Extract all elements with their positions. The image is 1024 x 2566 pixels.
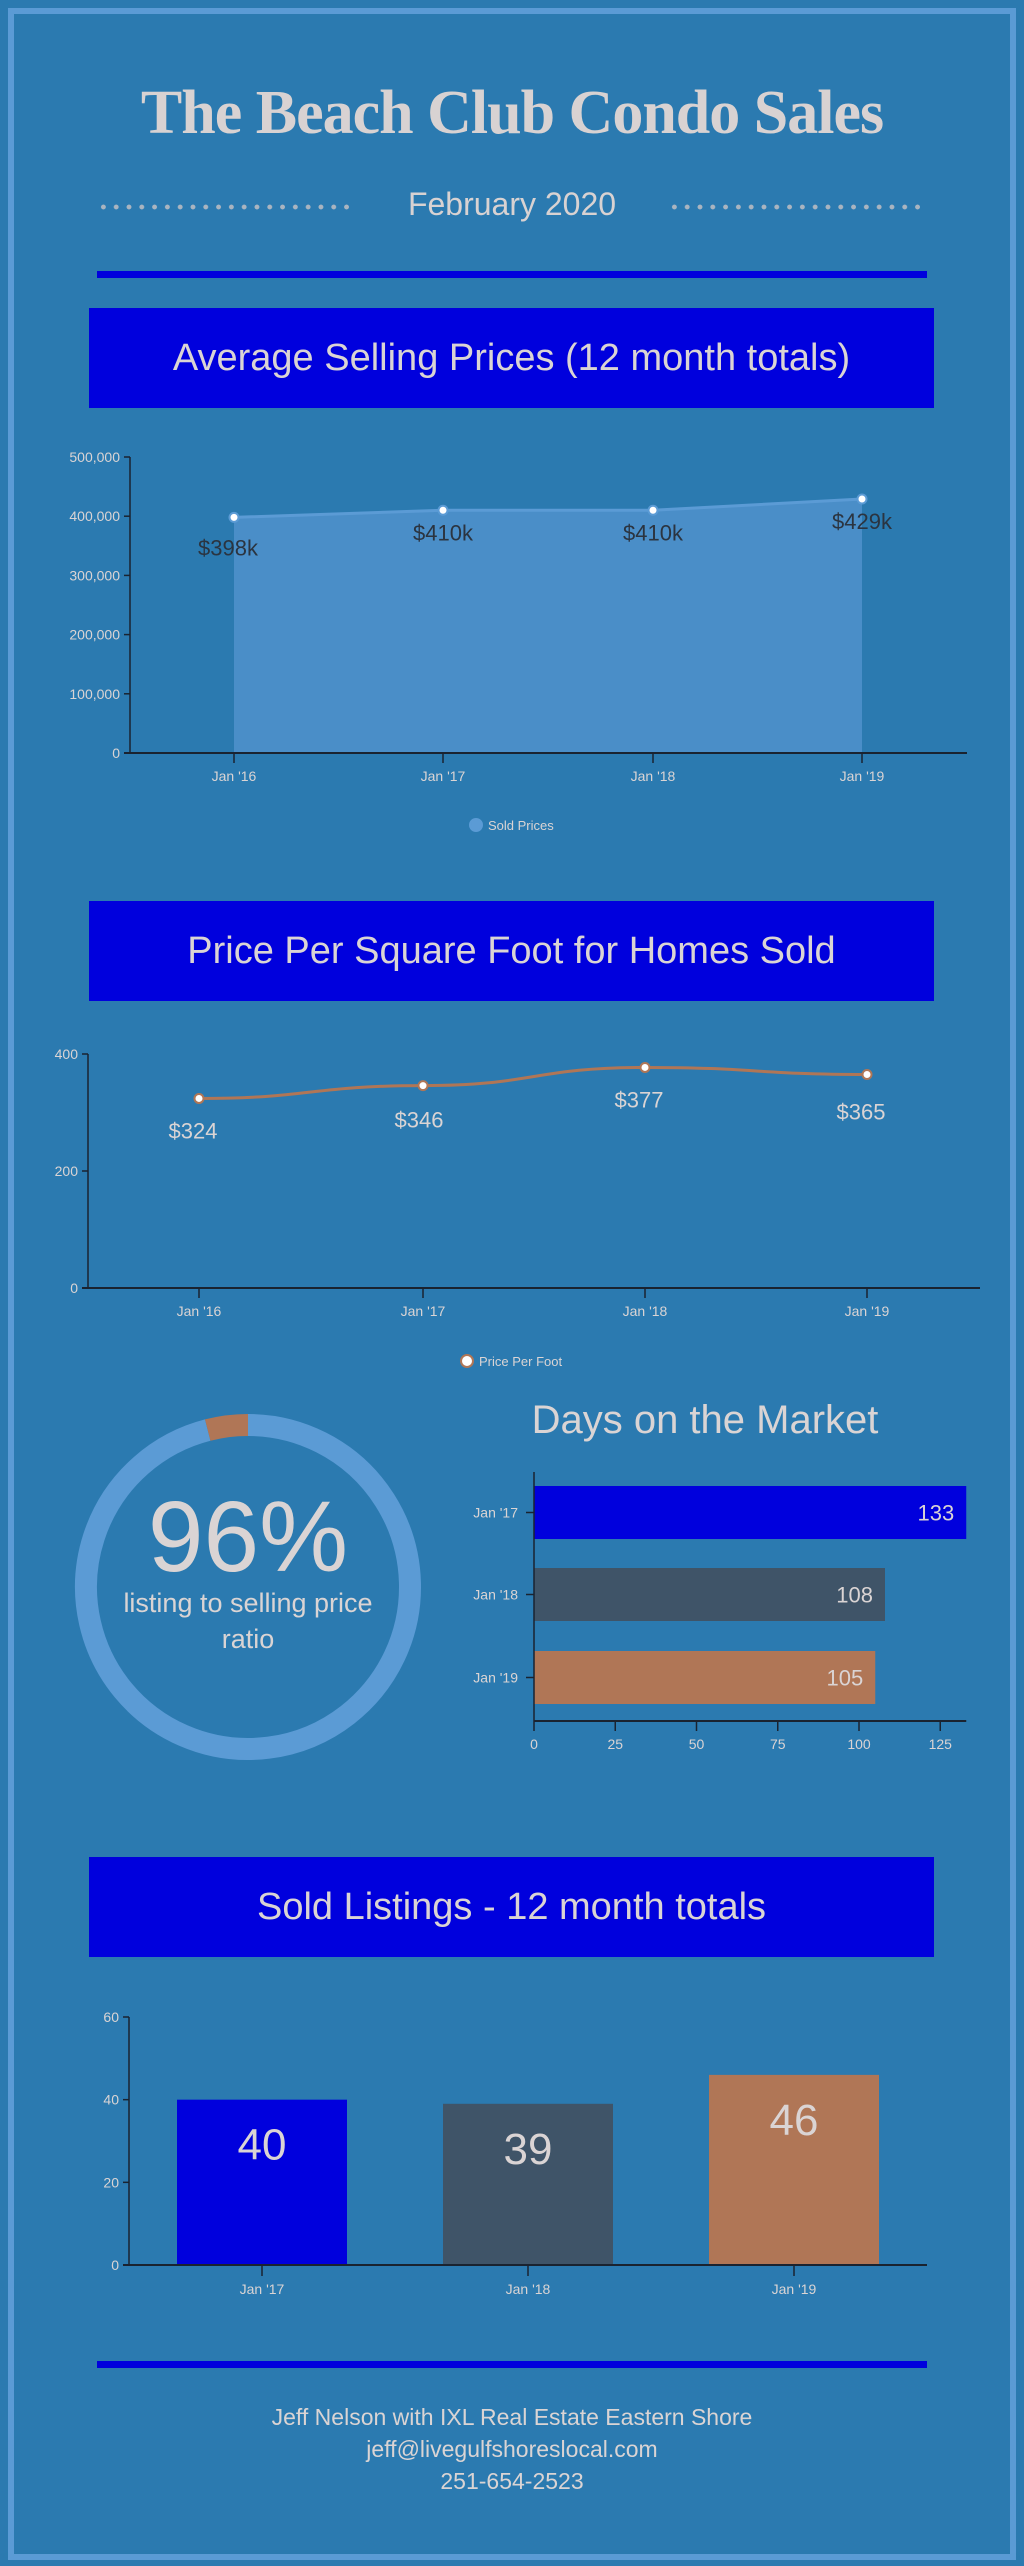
data-point (437, 504, 449, 516)
days-on-market-title: Days on the Market (531, 1398, 879, 1442)
bar-value-label: 108 (836, 1583, 873, 1608)
data-point (861, 1068, 873, 1080)
data-label: $324 (169, 1118, 218, 1143)
data-label: $410k (413, 520, 474, 545)
bar (534, 1486, 967, 1539)
bar (709, 2074, 879, 2265)
bar-value-label: 105 (827, 1666, 864, 1691)
section-title: Average Selling Prices (12 month totals) (172, 336, 851, 379)
x-tick-label: Jan '17 (421, 768, 466, 784)
section-header-sold: Sold Listings - 12 month totals (89, 1857, 934, 1957)
ratio-caption: listing to selling price ratio (98, 1585, 398, 1657)
top-divider (97, 271, 927, 278)
x-tick-label: Jan '18 (623, 1303, 668, 1319)
y-tick-label: 100,000 (69, 686, 120, 702)
data-label: $377 (615, 1087, 664, 1112)
sold-listings-bar-chart: 40 Jan '17 39 Jan '18 46 Jan '19 0 20 40 60 (103, 2009, 927, 2297)
price-per-foot-line-chart: 0 200 400 Jan '16 Jan '17 Jan '18 Jan '19 $324 $… (55, 1046, 980, 1369)
x-tick-label: 25 (607, 1736, 623, 1752)
bar-value-label: 133 (918, 1501, 955, 1526)
bar (443, 2103, 613, 2265)
legend-marker (469, 818, 483, 832)
x-tick-label: Jan '16 (177, 1303, 222, 1319)
y-tick-label: Jan '17 (473, 1505, 518, 1521)
data-label: $365 (837, 1099, 886, 1124)
legend-label: Sold Prices (488, 818, 554, 833)
ratio-donut-chart (75, 1414, 421, 1760)
data-label: $410k (623, 520, 684, 545)
bar-value-label: 46 (770, 2096, 819, 2145)
avg-price-area-chart: 0 100,000 200,000 300,000 400,000 500,000 Jan … (69, 449, 967, 833)
x-tick-label: Jan '18 (506, 2281, 551, 2297)
x-tick-label: Jan '19 (772, 2281, 817, 2297)
page-title: The Beach Club Condo Sales (140, 79, 884, 147)
y-tick-label: 500,000 (69, 449, 120, 465)
x-tick-label: 50 (689, 1736, 705, 1752)
y-tick-label: 200,000 (69, 627, 120, 643)
page-border (8, 8, 1016, 2560)
y-tick-label: 20 (103, 2174, 119, 2190)
data-label: $429k (832, 509, 893, 534)
ratio-value: 96% (147, 1481, 349, 1593)
x-tick-label: Jan '16 (212, 768, 257, 784)
x-tick-label: Jan '17 (240, 2281, 285, 2297)
y-tick-label: 0 (111, 2257, 119, 2273)
y-tick-label: 200 (55, 1163, 79, 1179)
y-tick-label: 0 (112, 745, 120, 761)
ratio-caption-line2: ratio (221, 1624, 275, 1654)
section-header-ppsf: Price Per Square Foot for Homes Sold (89, 901, 934, 1001)
series-line (233, 497, 863, 519)
agent-name: Jeff Nelson with IXL Real Estate Eastern… (271, 2404, 753, 2430)
legend-marker (460, 1354, 474, 1368)
data-point (647, 504, 659, 516)
bottom-divider (97, 2361, 927, 2368)
y-tick-label: 400,000 (69, 508, 120, 524)
report-date: February 2020 (407, 186, 617, 222)
data-point (193, 1092, 205, 1104)
x-tick-label: Jan '19 (840, 768, 885, 784)
days-on-market-bar-chart: 133 Jan '17 108 Jan '18 105 Jan '19 0 25 50 75 100… (473, 1472, 967, 1752)
x-tick-label: 0 (530, 1736, 538, 1752)
dotted-divider-right (668, 204, 924, 210)
agent-phone[interactable]: 251-654-2523 (440, 2468, 584, 2494)
bar (177, 2099, 347, 2265)
legend-label: Price Per Foot (479, 1354, 562, 1369)
bar (534, 1568, 885, 1621)
dotted-divider-left (97, 204, 353, 210)
bar-value-label: 39 (504, 2125, 553, 2174)
y-tick-label: Jan '18 (473, 1587, 518, 1603)
donut-slice-remainder (204, 1414, 249, 1441)
x-tick-label: Jan '18 (631, 768, 676, 784)
data-point (228, 511, 240, 523)
data-point (639, 1061, 651, 1073)
x-tick-label: 125 (929, 1736, 953, 1752)
x-tick-label: Jan '17 (401, 1303, 446, 1319)
x-tick-label: Jan '19 (845, 1303, 890, 1319)
data-label: $398k (198, 535, 259, 560)
series-line (198, 1065, 868, 1100)
data-label: $346 (395, 1108, 444, 1133)
y-tick-label: Jan '19 (473, 1670, 518, 1686)
y-tick-label: 40 (103, 2092, 119, 2108)
y-tick-label: 60 (103, 2009, 119, 2025)
bar (534, 1651, 876, 1704)
x-tick-label: 100 (847, 1736, 871, 1752)
agent-email[interactable]: jeff@livegulfshoreslocal.com (366, 2436, 658, 2462)
section-title: Price Per Square Foot for Homes Sold (187, 929, 836, 972)
section-header-avg-price: Average Selling Prices (12 month totals) (89, 308, 934, 408)
bar-value-label: 40 (238, 2121, 287, 2170)
area-fill (234, 499, 862, 753)
section-title: Sold Listings - 12 month totals (256, 1885, 767, 1928)
y-tick-label: 0 (70, 1280, 78, 1296)
x-tick-label: 75 (770, 1736, 786, 1752)
y-tick-label: 400 (55, 1046, 79, 1062)
ratio-caption-line1: listing to selling price (123, 1588, 373, 1618)
data-point (417, 1080, 429, 1092)
donut-slice-ratio (75, 1414, 421, 1760)
y-tick-label: 300,000 (69, 567, 120, 583)
data-point (856, 493, 868, 505)
